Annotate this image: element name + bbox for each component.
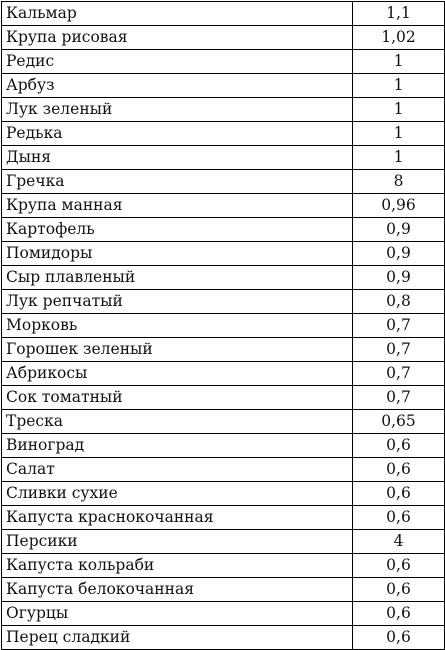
table-row: Сливки сухие 0,6 — [1, 481, 445, 506]
product-value-cell: 0,6 — [352, 505, 445, 530]
product-value-cell: 0,96 — [352, 193, 445, 218]
product-name-cell: Салат — [1, 457, 353, 482]
table-row: Огурцы 0,6 — [1, 601, 445, 626]
product-name-cell: Лук репчатый — [1, 289, 353, 314]
product-name-cell: Редька — [1, 121, 353, 146]
table-row: Арбуз 1 — [1, 73, 445, 98]
product-value-cell: 1 — [352, 145, 445, 170]
product-name-cell: Лук зеленый — [1, 97, 353, 122]
table-row: Треска 0,65 — [1, 409, 445, 434]
product-name-cell: Картофель — [1, 217, 353, 242]
product-name-cell: Персики — [1, 529, 353, 554]
product-name-cell: Сыр плавленый — [1, 265, 353, 290]
product-name-cell: Абрикосы — [1, 361, 353, 386]
table-row: Капуста белокочанная 0,6 — [1, 577, 445, 602]
table-row: Перец сладкий 0,6 — [1, 625, 445, 650]
product-value-cell: 1,02 — [352, 25, 445, 50]
product-value-cell: 0,65 — [352, 409, 445, 434]
product-name-cell: Горошек зеленый — [1, 337, 353, 362]
product-value-cell: 8 — [352, 169, 445, 194]
product-value-cell: 1 — [352, 73, 445, 98]
table-row: Гречка 8 — [1, 169, 445, 194]
table-row: Виноград 0,6 — [1, 433, 445, 458]
table-row: Горошек зеленый 0,7 — [1, 337, 445, 362]
table-row: Картофель 0,9 — [1, 217, 445, 242]
table-row: Крупа манная 0,96 — [1, 193, 445, 218]
product-value-cell: 0,6 — [352, 481, 445, 506]
product-name-cell: Арбуз — [1, 73, 353, 98]
table-row: Редька 1 — [1, 121, 445, 146]
product-name-cell: Огурцы — [1, 601, 353, 626]
product-name-cell: Виноград — [1, 433, 353, 458]
table-row: Абрикосы 0,7 — [1, 361, 445, 386]
product-name-cell: Капуста белокочанная — [1, 577, 353, 602]
product-name-cell: Капуста кольраби — [1, 553, 353, 578]
product-name-cell: Крупа рисовая — [1, 25, 353, 50]
table-row: Лук зеленый 1 — [1, 97, 445, 122]
table-row: Сок томатный 0,7 — [1, 385, 445, 410]
product-name-cell: Капуста краснокочанная — [1, 505, 353, 530]
product-name-cell: Кальмар — [1, 1, 353, 26]
product-name-cell: Сливки сухие — [1, 481, 353, 506]
table-row: Персики 4 — [1, 529, 445, 554]
table-row: Капуста кольраби 0,6 — [1, 553, 445, 578]
product-value-cell: 0,8 — [352, 289, 445, 314]
table-row: Лук репчатый 0,8 — [1, 289, 445, 314]
product-value-cell: 0,6 — [352, 625, 445, 650]
product-name-cell: Морковь — [1, 313, 353, 338]
product-value-cell: 0,7 — [352, 313, 445, 338]
table-row: Кальмар 1,1 — [1, 1, 445, 26]
table-row: Салат 0,6 — [1, 457, 445, 482]
table-row: Капуста краснокочанная 0,6 — [1, 505, 445, 530]
product-value-cell: 0,9 — [352, 265, 445, 290]
product-value-cell: 0,7 — [352, 337, 445, 362]
product-name-cell: Крупа манная — [1, 193, 353, 218]
product-name-cell: Помидоры — [1, 241, 353, 266]
table-row: Помидоры 0,9 — [1, 241, 445, 266]
product-value-cell: 1 — [352, 49, 445, 74]
product-value-cell: 0,9 — [352, 217, 445, 242]
product-name-cell: Редис — [1, 49, 353, 74]
product-name-cell: Гречка — [1, 169, 353, 194]
table-row: Редис 1 — [1, 49, 445, 74]
table-row: Сыр плавленый 0,9 — [1, 265, 445, 290]
product-value-cell: 0,6 — [352, 553, 445, 578]
product-value-cell: 0,6 — [352, 601, 445, 626]
product-name-cell: Треска — [1, 409, 353, 434]
product-value-cell: 1 — [352, 121, 445, 146]
table-row: Дыня 1 — [1, 145, 445, 170]
product-value-cell: 0,7 — [352, 361, 445, 386]
product-name-cell: Перец сладкий — [1, 625, 353, 650]
product-value-cell: 0,9 — [352, 241, 445, 266]
table-row: Крупа рисовая 1,02 — [1, 25, 445, 50]
product-value-cell: 4 — [352, 529, 445, 554]
table-row: Морковь 0,7 — [1, 313, 445, 338]
product-value-cell: 0,6 — [352, 457, 445, 482]
product-value-cell: 1 — [352, 97, 445, 122]
product-value-cell: 0,6 — [352, 577, 445, 602]
product-value-cell: 1,1 — [352, 1, 445, 26]
product-value-cell: 0,6 — [352, 433, 445, 458]
product-name-cell: Дыня — [1, 145, 353, 170]
product-value-cell: 0,7 — [352, 385, 445, 410]
product-name-cell: Сок томатный — [1, 385, 353, 410]
